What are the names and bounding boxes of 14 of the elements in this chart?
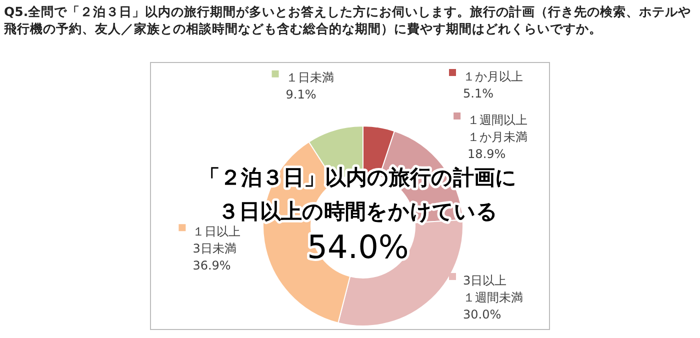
data-label: 9.1% bbox=[286, 88, 316, 102]
text: 54.0% bbox=[307, 228, 409, 266]
legend-label: １日以上3日未満 bbox=[192, 224, 241, 256]
legend-label: １か月以上 bbox=[463, 69, 523, 84]
data-label: 30.0% bbox=[463, 307, 502, 322]
legend-label: 3日以上１週間未満 bbox=[463, 273, 523, 304]
chart-title: Q5.全問で「２泊３日」以内の旅行期間が多いとお答えした方にお伺いします。旅行の計画（行き先の検索、ホテルや飛行機の予約、友人／家族との相談時間なども含む総合的な期間）に費やす期間はどれくらいですか。 bbox=[4, 3, 692, 37]
legend-label: １週間以上１か月未満 bbox=[468, 112, 528, 144]
data-label: 5.1% bbox=[463, 86, 494, 100]
text: 「２泊３日」以内の旅行の計画に bbox=[199, 166, 517, 190]
data-label: 36.9% bbox=[192, 258, 231, 272]
data-label: 18.9% bbox=[468, 146, 506, 161]
text: ３日以上の時間をかけている bbox=[218, 200, 498, 224]
legend-label: １日未満 bbox=[286, 70, 334, 85]
